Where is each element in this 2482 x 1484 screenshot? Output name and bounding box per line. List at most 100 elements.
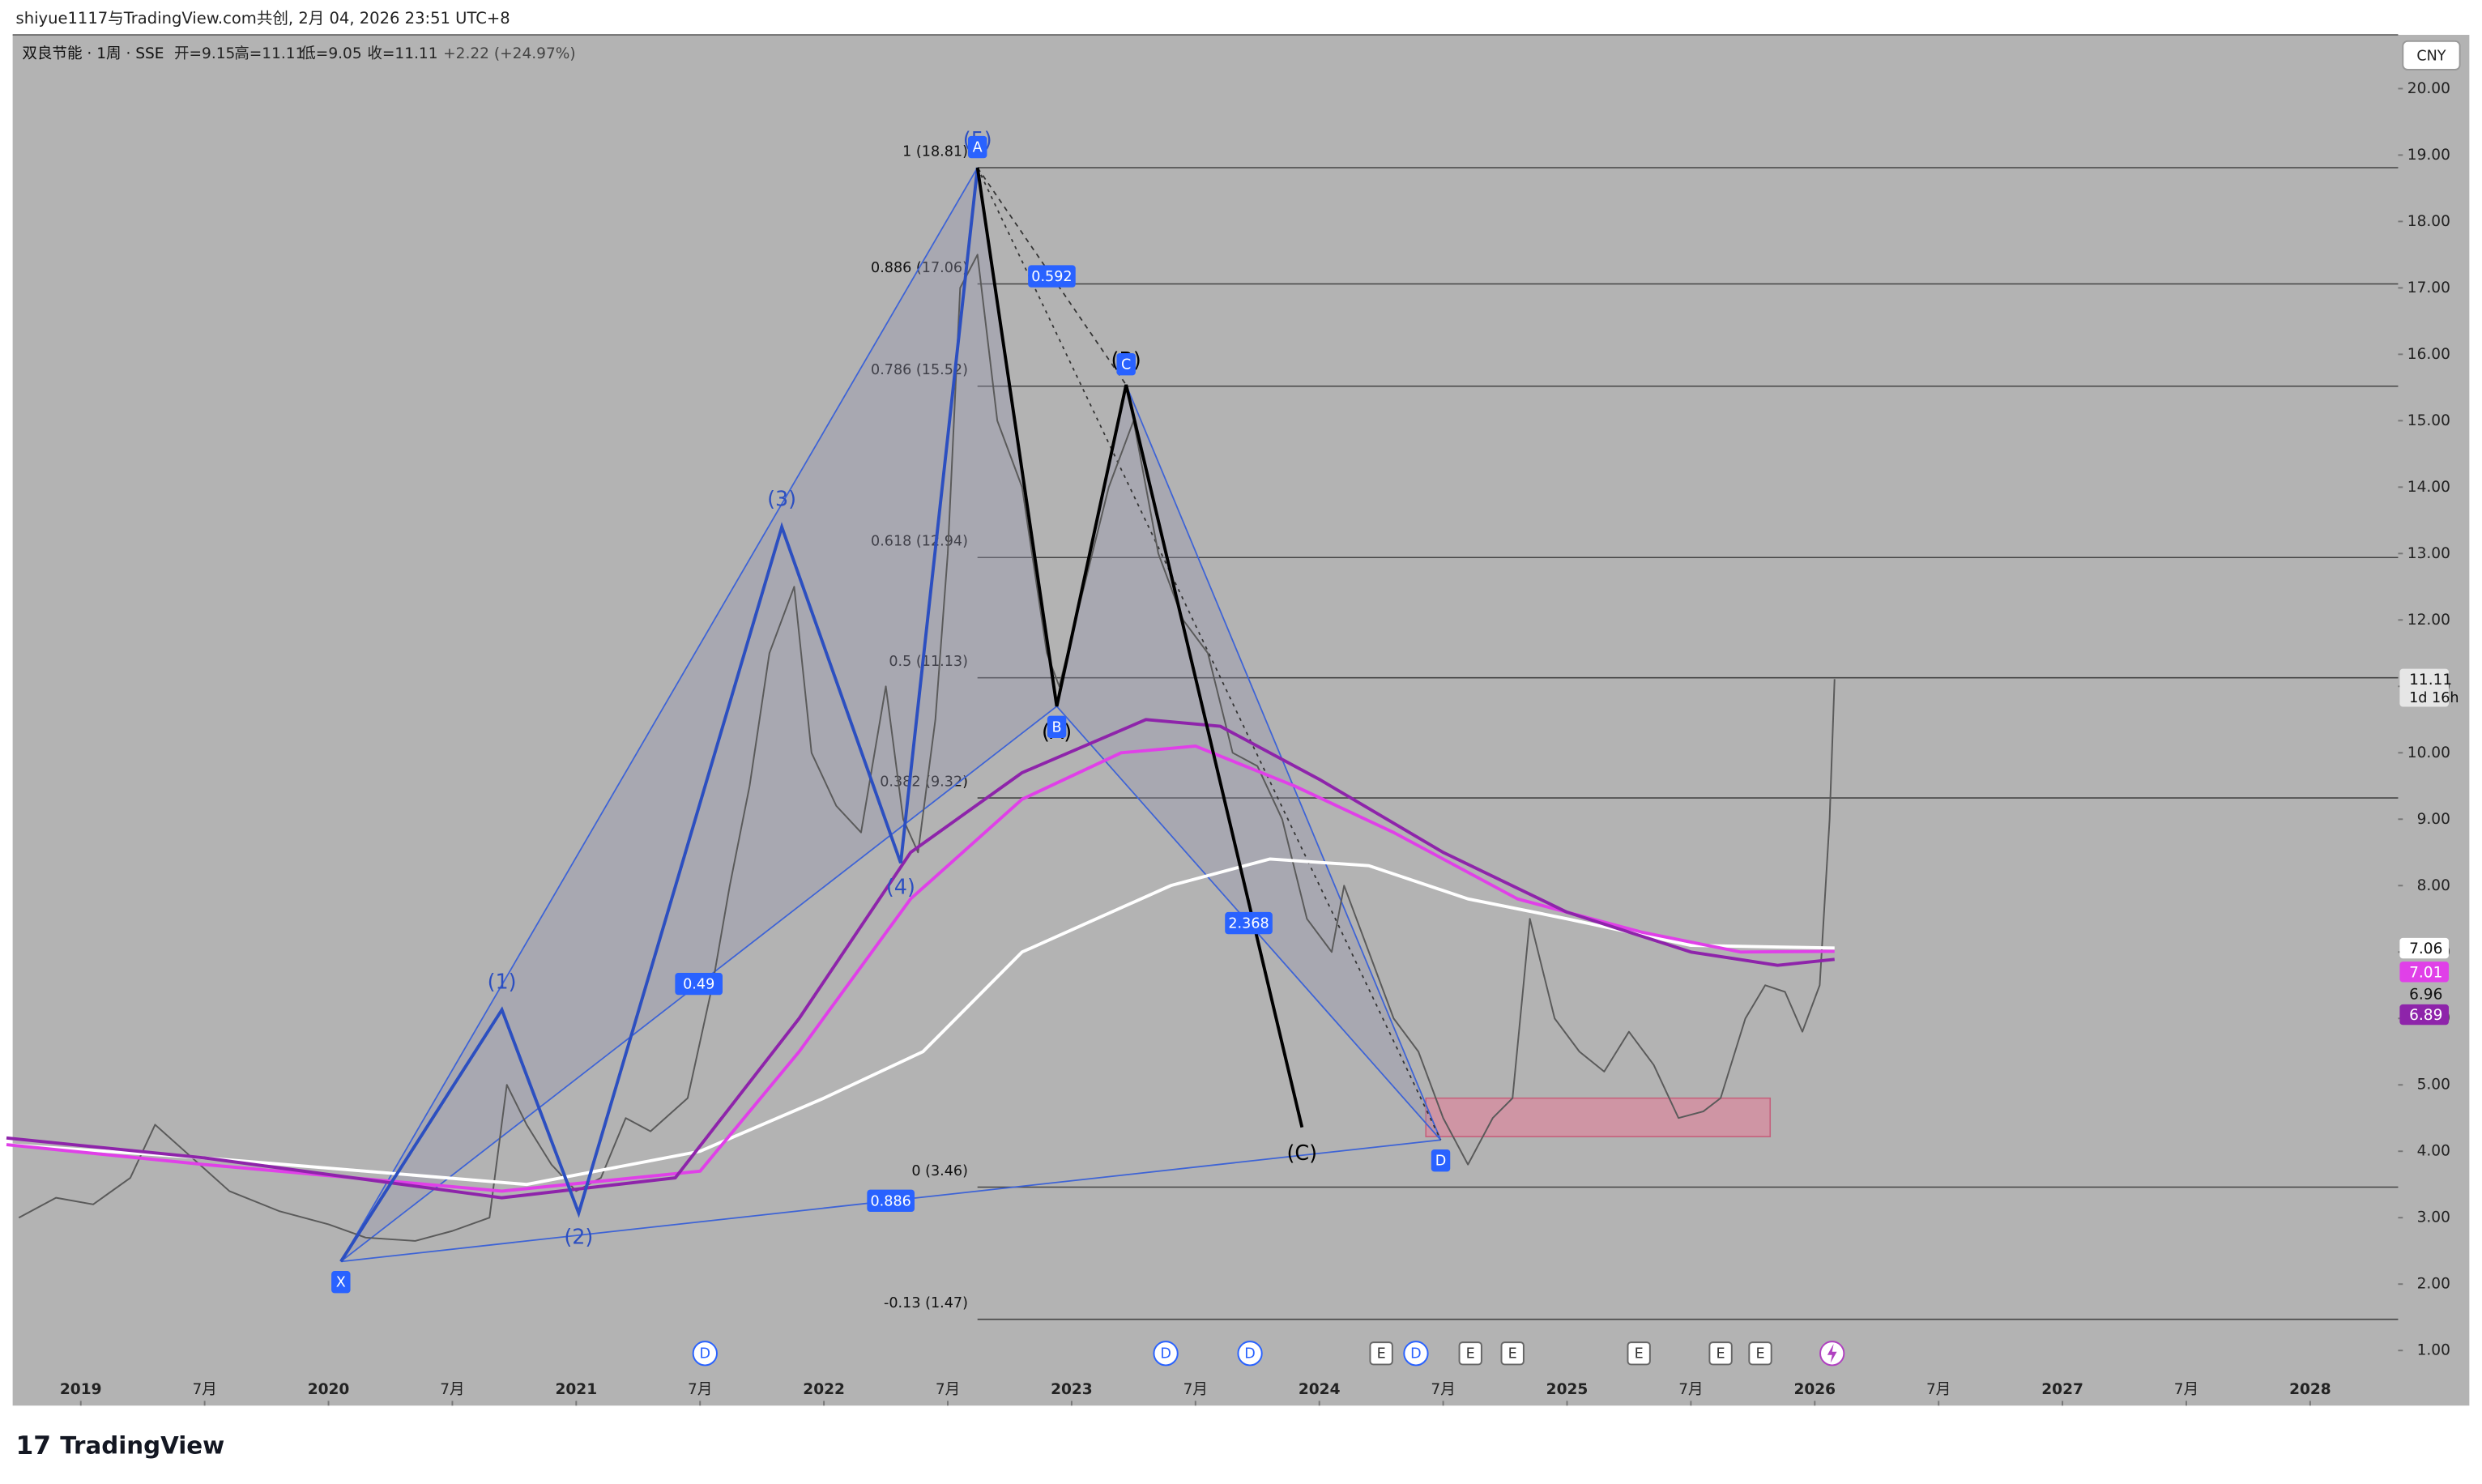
price-tag-box	[2399, 962, 2449, 983]
ratio-box	[1028, 265, 1076, 288]
brand: 17 TradingView	[16, 1431, 225, 1461]
ohlc-value: 高=11.11	[234, 45, 305, 62]
fib-label: 0 (3.46)	[911, 1163, 968, 1179]
y-tick-label: 10.00	[2407, 744, 2450, 761]
fib-label: 0.5 (11.13)	[889, 654, 968, 670]
moving-average	[6, 718, 1835, 1200]
x-tick-label: 7月	[1431, 1381, 1455, 1398]
earnings-marker	[1627, 1341, 1651, 1366]
x-tick-label: 7月	[2174, 1381, 2198, 1398]
y-tick-label: 1.00	[2417, 1342, 2450, 1359]
event-label: E	[1717, 1346, 1725, 1362]
elliott-wave	[339, 167, 979, 1263]
ratio-label: 0.886	[871, 1193, 911, 1209]
dividend-marker	[1237, 1341, 1263, 1367]
event-label: D	[700, 1346, 711, 1362]
x-tick-label: 2021	[556, 1381, 598, 1398]
price-tag-label: 6.89	[2409, 1007, 2442, 1024]
price-tag-box	[2399, 1004, 2449, 1026]
x-tick-label: 2020	[308, 1381, 350, 1398]
earnings-marker	[1500, 1341, 1525, 1366]
x-tick-label: 2023	[1051, 1381, 1093, 1398]
x-tick-label: 7月	[936, 1381, 960, 1398]
pattern-diagonal	[976, 167, 1127, 386]
fib-label: 1 (18.81)	[902, 143, 968, 160]
ohlc-value: 开=9.15	[174, 45, 235, 62]
x-tick-label: 7月	[440, 1381, 464, 1398]
pattern-leg	[1125, 384, 1442, 1141]
pattern-fill	[1056, 385, 1441, 1141]
ratio-box	[675, 972, 723, 996]
currency[interactable]: CNY	[2416, 48, 2446, 64]
fib-label: 0.618 (12.94)	[871, 534, 968, 550]
pattern-point-label: B	[1052, 719, 1062, 736]
event-label: D	[1410, 1346, 1422, 1362]
x-tick-label: 7月	[192, 1381, 216, 1398]
pattern-point-label: C	[1121, 357, 1131, 373]
ratio-label: 0.592	[1031, 269, 1072, 285]
x-tick-label: 7月	[1183, 1381, 1208, 1398]
change: +2.22 (+24.97%)	[443, 45, 575, 62]
price-tag-box	[2399, 668, 2449, 707]
event-label: D	[1244, 1346, 1256, 1362]
earnings-marker	[1369, 1341, 1393, 1366]
price-tag-label: 6.96	[2409, 987, 2442, 1004]
moving-average	[6, 857, 1835, 1187]
correction-wave	[975, 167, 1304, 1128]
pattern-diagonal	[976, 167, 1442, 1141]
event-label: E	[1508, 1346, 1517, 1362]
pattern-fill	[340, 167, 1057, 1262]
y-tick-label: 12.00	[2407, 612, 2450, 629]
ratio-box	[1225, 911, 1273, 935]
price-tag-box	[2399, 937, 2449, 959]
x-tick-label: 2026	[1793, 1381, 1836, 1398]
y-tick-label: 20.00	[2407, 80, 2450, 97]
countdown: 1d 16h	[2409, 690, 2459, 706]
x-tick-label: 2028	[2289, 1381, 2331, 1398]
price-line	[18, 254, 1836, 1242]
ohlc-value: 低=9.05	[301, 45, 361, 62]
currency-box[interactable]	[2402, 40, 2461, 70]
pattern-leg	[340, 167, 979, 1262]
elliott-label: (3)	[767, 486, 796, 510]
event-label: E	[1755, 1346, 1764, 1362]
series-name: 双良节能 · 1周 · SSE	[22, 45, 164, 62]
x-tick-label: 2022	[803, 1381, 845, 1398]
y-tick-label: 13.00	[2407, 545, 2450, 562]
x-tick-label: 7月	[688, 1381, 712, 1398]
event-label: E	[1466, 1346, 1475, 1362]
pattern-point-box	[1047, 715, 1067, 738]
attribution: shiyue1117与TradingView.com共创, 2月 04, 202…	[16, 9, 510, 28]
fib-label: 0.382 (9.32)	[880, 774, 968, 791]
correction-label: (C)	[1287, 1141, 1318, 1165]
y-tick-label: 17.00	[2407, 279, 2450, 296]
x-tick-label: 7月	[1678, 1381, 1703, 1398]
x-tick-label: 2025	[1546, 1381, 1589, 1398]
y-tick-label: 5.00	[2417, 1077, 2450, 1094]
y-tick-label: 8.00	[2417, 877, 2450, 894]
earnings-marker	[1708, 1341, 1733, 1366]
elliott-label: (1)	[488, 969, 517, 993]
pattern-point-box	[331, 1271, 351, 1294]
y-tick-label: 2.00	[2417, 1276, 2450, 1293]
pattern-point-label: A	[973, 140, 983, 156]
earnings-marker	[1458, 1341, 1482, 1366]
price-tag-label: 7.06	[2409, 940, 2442, 957]
fib-label: -0.13 (1.47)	[884, 1295, 968, 1311]
pattern-point-box	[1431, 1149, 1451, 1172]
x-tick-label: 2027	[2041, 1381, 2083, 1398]
event-label: E	[1635, 1346, 1644, 1362]
pattern-point-label: X	[336, 1275, 346, 1291]
dividend-marker	[1153, 1341, 1179, 1367]
y-tick-label: 9.00	[2417, 811, 2450, 828]
x-tick-label: 2024	[1299, 1381, 1341, 1398]
demand-zone	[1425, 1097, 1772, 1137]
y-tick-label: 14.00	[2407, 479, 2450, 496]
elliott-label: (4)	[886, 875, 915, 899]
x-tick-label: 7月	[1926, 1381, 1951, 1398]
earnings-marker	[1748, 1341, 1772, 1366]
event-label: E	[1377, 1346, 1386, 1362]
price-tag-label: 11.11	[2409, 672, 2452, 689]
